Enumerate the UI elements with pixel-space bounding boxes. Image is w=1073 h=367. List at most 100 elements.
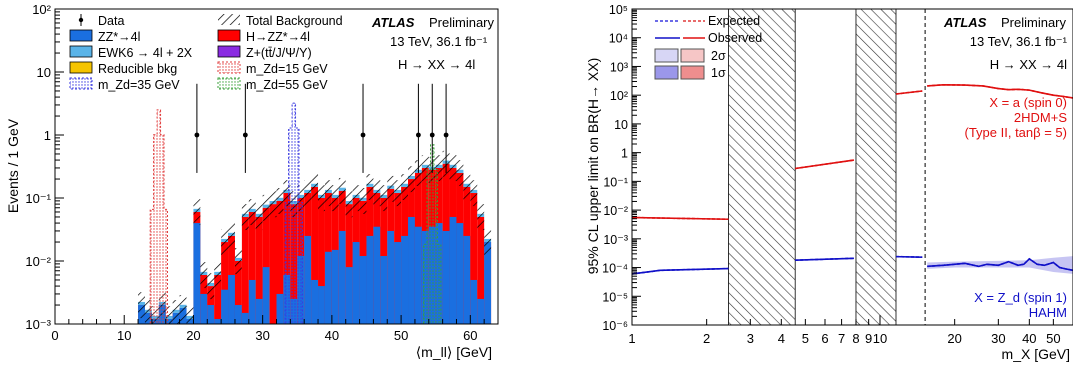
right-red-annotation: X = a (spin 0)2HDM+S(Type II, tanβ = 5) bbox=[965, 95, 1068, 140]
legend-color-swatch bbox=[69, 61, 93, 74]
zz-bar bbox=[324, 251, 332, 324]
data-point bbox=[360, 132, 366, 138]
y-tick-label: 10⁻¹ bbox=[25, 191, 51, 206]
zz-bar bbox=[352, 242, 360, 324]
legend-dotted-swatch bbox=[69, 77, 93, 90]
signal-m-zd-15-gev bbox=[134, 109, 184, 324]
zz-bar bbox=[470, 279, 478, 324]
zz-bar bbox=[477, 298, 485, 324]
expected-limit-red-line bbox=[632, 216, 729, 221]
total-bkg-uncertainty bbox=[477, 204, 485, 231]
total-bkg-uncertainty bbox=[165, 306, 173, 324]
legend-label: m_Zd=15 GeV bbox=[246, 62, 328, 76]
left-atlas-label: ATLAS bbox=[371, 15, 415, 30]
observed-limit-blue-line bbox=[795, 257, 854, 262]
x-tick-label: 5 bbox=[802, 331, 809, 346]
total-bkg-uncertainty bbox=[401, 174, 409, 200]
legend-1sigma-red bbox=[680, 65, 705, 80]
total-bkg-uncertainty bbox=[248, 199, 256, 226]
right-atlas-label: ATLAS bbox=[943, 15, 987, 30]
zz-bar bbox=[207, 305, 215, 324]
left-signal-histograms bbox=[134, 102, 457, 324]
right-plot-frame bbox=[631, 8, 1073, 326]
legend-2sigma-label: 2σ bbox=[711, 49, 726, 63]
right-axes: 1 2 3 4 5 6 7 8 9 10 20 30 40 5010⁻⁶10⁻⁵10⁻⁴10⁻³10⁻²1… bbox=[602, 3, 1060, 346]
total-bkg-uncertainty bbox=[387, 175, 395, 202]
signal-m-zd-35-gev bbox=[269, 102, 319, 324]
x-tick-label: 3 bbox=[747, 331, 754, 346]
vetoed-mass-region bbox=[728, 9, 796, 325]
x-tick-label: 8 bbox=[852, 331, 859, 346]
zz-bar bbox=[304, 235, 312, 324]
h-zz4l-bar bbox=[234, 261, 242, 324]
x-tick-label: 30 bbox=[255, 328, 269, 343]
zz-bar bbox=[228, 274, 235, 324]
y-tick-label: 10 bbox=[37, 65, 51, 80]
x-tick-label: 4 bbox=[778, 331, 785, 346]
right-energy-lumi: 13 TeV, 36.1 fb⁻¹ bbox=[970, 34, 1068, 49]
x-tick-label: 0 bbox=[51, 328, 58, 343]
left-process-label: H → XX → 4l bbox=[398, 57, 475, 72]
legend-observed-label: Observed bbox=[708, 31, 762, 45]
legend-label: Reducible bkg bbox=[98, 62, 177, 76]
h-zz4l-bar bbox=[214, 274, 222, 324]
blue-annotation-line: X = Z_d (spin 1) bbox=[974, 290, 1067, 305]
zz-bar bbox=[387, 230, 395, 324]
legend-dotted-swatch bbox=[217, 77, 241, 90]
left-energy-lumi: 13 TeV, 36.1 fb⁻¹ bbox=[390, 34, 488, 49]
h-zz4l-bar bbox=[255, 216, 263, 324]
left-legend: Data Total Background ZZ*→4l H→ZZ*→4l EWK6 →… bbox=[69, 14, 343, 92]
zz-bar bbox=[359, 256, 367, 324]
y-tick-label: 10⁻² bbox=[25, 254, 51, 269]
total-bkg-uncertainty bbox=[214, 262, 222, 289]
legend-label: H→ZZ*→4l bbox=[246, 30, 310, 44]
zz-bar bbox=[394, 242, 402, 324]
total-bkg-uncertainty bbox=[484, 229, 492, 256]
total-bkg-uncertainty bbox=[463, 174, 471, 200]
blue-annotation-line: HAHM bbox=[1029, 305, 1067, 320]
legend-2sigma-blue bbox=[654, 48, 679, 63]
red-annotation-line: (Type II, tanβ = 5) bbox=[965, 125, 1068, 140]
left-atlas-preliminary: Preliminary bbox=[429, 15, 495, 30]
total-bkg-uncertainty bbox=[345, 191, 353, 218]
legend-expected-label: Expected bbox=[708, 14, 760, 28]
legend-label: m_Zd=55 GeV bbox=[246, 78, 328, 92]
y-tick-label: 10⁻³ bbox=[25, 317, 51, 332]
right-y-axis-label: 95% CL upper limit on BR(H→ XX) bbox=[585, 58, 601, 275]
y-tick-label: 1 bbox=[621, 147, 628, 161]
right-process-label: H → XX → 4l bbox=[990, 57, 1067, 72]
right-chart: 1 2 3 4 5 6 7 8 9 10 20 30 40 5010⁻⁶10⁻⁵10⁻⁴10⁻³10⁻²1… bbox=[585, 3, 1073, 362]
x-tick-label: 50 bbox=[1046, 331, 1060, 346]
right-atlas-preliminary: Preliminary bbox=[1001, 15, 1067, 30]
legend-dotted-swatch bbox=[217, 61, 241, 74]
x-tick-label: 2 bbox=[703, 331, 710, 346]
zz-bar bbox=[373, 226, 381, 324]
legend-color-swatch bbox=[69, 29, 93, 42]
x-tick-label: 40 bbox=[1022, 331, 1036, 346]
h-zz4l-bar bbox=[477, 216, 485, 324]
h-zz4l-bar bbox=[221, 242, 229, 324]
zz-bar bbox=[449, 216, 457, 324]
zz-bar bbox=[311, 279, 319, 324]
h-zz4l-bar bbox=[318, 198, 325, 324]
x-tick-label: 10 bbox=[873, 331, 887, 346]
zz-bar bbox=[408, 216, 415, 324]
legend-label: Z+(tt̄/J/Ψ/Υ) bbox=[246, 46, 312, 60]
data-point bbox=[242, 132, 248, 138]
total-bkg-uncertainty bbox=[373, 180, 381, 207]
y-tick-label: 10⁴ bbox=[609, 32, 628, 46]
h-zz4l-bar bbox=[241, 216, 249, 324]
red-annotation-line: X = a (spin 0) bbox=[989, 95, 1067, 110]
y-tick-label: 10⁻⁵ bbox=[602, 290, 628, 304]
total-bkg-uncertainty bbox=[338, 177, 346, 204]
total-bkg-uncertainty bbox=[138, 292, 145, 319]
right-vetoed-regions bbox=[728, 9, 926, 325]
y-tick-label: 10³ bbox=[610, 60, 628, 74]
legend-color-swatch bbox=[217, 29, 241, 42]
total-bkg-uncertainty bbox=[449, 155, 457, 182]
total-bkg-uncertainty bbox=[456, 160, 464, 187]
left-data-points bbox=[194, 83, 449, 173]
zz-bar bbox=[442, 230, 450, 324]
right-legend: Expected Observed 2σ 1σ bbox=[654, 14, 762, 80]
zz-bar bbox=[366, 235, 374, 324]
